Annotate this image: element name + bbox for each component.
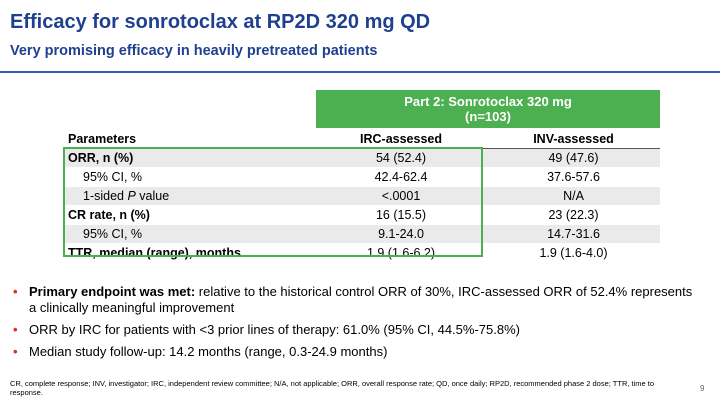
part-header: Part 2: Sonrotoclax 320 mg (n=103) xyxy=(316,90,660,128)
bullet-text: relative to the historical control ORR o… xyxy=(29,284,693,315)
bullet-dot-icon: • xyxy=(13,284,18,299)
part-header-line2: (n=103) xyxy=(465,109,511,124)
bullet-dot-icon: • xyxy=(13,344,18,359)
irc-value: 42.4-62.4 xyxy=(374,170,428,184)
irc-value: 9.1-24.0 xyxy=(378,227,424,241)
row-label-prefix: 1-sided xyxy=(83,189,128,203)
inv-value: 14.7-31.6 xyxy=(547,227,600,241)
irc-value: <.0001 xyxy=(381,189,421,203)
inv-value: 37.6-57.6 xyxy=(547,170,600,184)
inv-value: 23 (22.3) xyxy=(548,208,599,222)
column-header-parameters: Parameters xyxy=(68,132,137,146)
bullet-dot-icon: • xyxy=(13,322,18,337)
table-row-orr: ORR, n (%) 54 (52.4) 49 (47.6) xyxy=(65,149,660,168)
row-label: 95% CI, % xyxy=(83,227,143,241)
bullet-text: Median study follow-up: 14.2 months (ran… xyxy=(29,344,388,359)
efficacy-table: Parameters IRC-assessed INV-assessed ORR… xyxy=(65,130,660,263)
row-label-p: P xyxy=(127,189,136,203)
column-header-irc: IRC-assessed xyxy=(360,132,442,146)
bullet-text: ORR by IRC for patients with <3 prior li… xyxy=(29,322,520,337)
table-row-cr-ci: 95% CI, % 9.1-24.0 14.7-31.6 xyxy=(65,225,660,244)
irc-value: 1.9 (1.6-6.2) xyxy=(366,246,436,260)
footnote: CR, complete response; INV, investigator… xyxy=(10,379,655,397)
table-header-row: Parameters IRC-assessed INV-assessed xyxy=(65,130,660,149)
irc-value: 54 (52.4) xyxy=(375,151,427,165)
table-row-ttr: TTR, median (range), months 1.9 (1.6-6.2… xyxy=(65,244,660,263)
inv-value: 49 (47.6) xyxy=(548,151,599,165)
bullet-list: • Primary endpoint was met: relative to … xyxy=(10,284,700,366)
inv-value: 1.9 (1.6-4.0) xyxy=(539,246,608,260)
row-label: ORR, n (%) xyxy=(68,151,134,165)
table-row-orr-ci: 95% CI, % 42.4-62.4 37.6-57.6 xyxy=(65,168,660,187)
bullet-item: • ORR by IRC for patients with <3 prior … xyxy=(10,322,700,338)
slide-subtitle: Very promising efficacy in heavily pretr… xyxy=(10,43,378,59)
row-label: 95% CI, % xyxy=(83,170,143,184)
irc-value: 16 (15.5) xyxy=(375,208,427,222)
row-label: 1-sided P value xyxy=(65,187,315,205)
bullet-item: • Primary endpoint was met: relative to … xyxy=(10,284,700,316)
row-label: CR rate, n (%) xyxy=(68,208,150,222)
table-row-p-value: 1-sided P value <.0001 N/A xyxy=(65,187,660,206)
row-label-suffix: value xyxy=(135,189,170,203)
page-number: 9 xyxy=(700,384,705,393)
title-divider xyxy=(0,71,720,73)
row-label: TTR, median (range), months xyxy=(68,246,241,260)
table-row-cr-rate: CR rate, n (%) 16 (15.5) 23 (22.3) xyxy=(65,206,660,225)
inv-value: N/A xyxy=(563,189,584,203)
bullet-bold-text: Primary endpoint was met: xyxy=(29,284,196,299)
slide-title: Efficacy for sonrotoclax at RP2D 320 mg … xyxy=(10,11,431,33)
column-header-inv: INV-assessed xyxy=(533,132,614,146)
part-header-line1: Part 2: Sonrotoclax 320 mg xyxy=(404,94,572,109)
bullet-item: • Median study follow-up: 14.2 months (r… xyxy=(10,344,700,360)
